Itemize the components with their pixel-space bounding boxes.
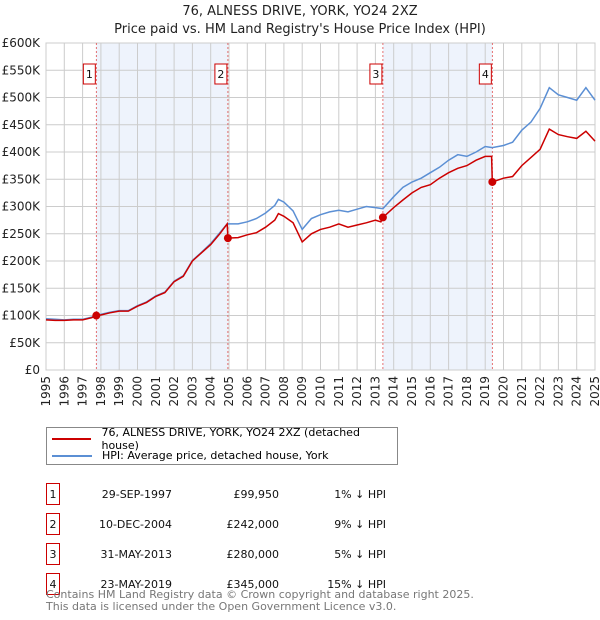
sale-label-box [478,63,492,85]
y-tick-label: £250K [2,227,42,241]
legend-label-hpi: HPI: Average price, detached house, York [102,449,329,462]
plot-frame [45,42,596,371]
x-tick-label: 1995 [39,376,53,407]
sale-label-number: 1 [86,68,93,81]
sale-label-number: 2 [217,68,224,81]
legend-label-property: 76, ALNESS DRIVE, YORK, YO24 2XZ (detach… [101,425,360,452]
x-tick-label: 2021 [515,376,529,407]
transaction-price: £345,000 [226,577,280,591]
sale-label-box [214,63,228,85]
footer-licence: This data is licensed under the Open Gov… [46,600,397,613]
transaction-price: £280,000 [226,547,280,561]
footer: Contains HM Land Registry data © Crown c… [46,589,474,613]
y-tick-label: £550K [2,63,42,77]
transaction-price: £99,950 [233,487,280,501]
footer-copyright: Contains HM Land Registry data © Crown c… [46,588,474,601]
x-tick-label: 2010 [314,376,328,407]
legend-swatch-hpi [52,454,92,457]
y-tick-label: £600K [2,36,42,50]
x-tick-label: 2018 [460,376,474,407]
x-tick-label: 2011 [332,376,346,407]
x-tick-label: 1999 [112,376,126,407]
x-tick-label: 2022 [533,376,547,407]
x-tick-label: 2009 [295,376,309,407]
transaction-hpi-diff: 15% ↓ HPI [327,577,386,591]
transaction-number: 4 [46,573,60,595]
x-tick-label: 1996 [57,376,71,407]
sale-label-number: 4 [482,68,489,81]
sale-point [92,311,101,320]
y-tick-label: £500K [2,91,42,105]
sale-point [378,213,387,222]
x-tick-label: 2007 [259,376,273,407]
x-tick-label: 1997 [76,376,90,407]
sale-label-box [369,63,383,85]
y-tick-label: £150K [2,281,42,295]
x-tick-label: 2013 [368,376,382,407]
x-tick-label: 2003 [185,376,199,407]
y-tick-label: £50K [9,336,41,350]
price-chart: 1995 1996 1997 1998 1999 2000 2001 2002 2003 2004… [2,36,600,407]
sale-label-box [82,63,96,85]
transaction-hpi-diff: 9% ↓ HPI [334,517,386,531]
x-tick-label: 2000 [131,376,145,407]
x-tick-label: 2005 [222,376,236,407]
transaction-row: 1 29-SEP-1997 £99,950 1% ↓ HPI [46,483,386,505]
transaction-row: 3 31-MAY-2013 £280,000 5% ↓ HPI [46,543,386,565]
transaction-number: 2 [46,513,60,535]
sale-label-number: 3 [372,68,379,81]
x-tick-label: 2025 [588,376,600,407]
x-tick-label: 2004 [204,376,218,407]
transaction-row: 2 10-DEC-2004 £242,000 9% ↓ HPI [46,513,386,535]
x-tick-label: 2017 [442,376,456,407]
sale-point [223,234,232,243]
transaction-date: 29-SEP-1997 [101,487,172,501]
transaction-date: 31-MAY-2013 [100,547,172,561]
x-tick-label: 2002 [167,376,181,407]
x-tick-label: 2001 [149,376,163,407]
x-tick-label: 2016 [423,376,437,407]
x-tick-label: 2020 [497,376,511,407]
transaction-hpi-diff: 5% ↓ HPI [334,547,386,561]
transaction-number: 3 [46,543,60,565]
y-tick-label: £400K [2,145,42,159]
legend-item-property: 76, ALNESS DRIVE, YORK, YO24 2XZ (detach… [47,426,397,452]
x-tick-label: 2023 [551,376,565,407]
x-tick-label: 2019 [478,376,492,407]
transaction-number: 1 [46,483,60,505]
chart-subtitle: Price paid vs. HM Land Registry's House … [114,22,486,37]
legend-item-hpi: HPI: Average price, detached house, York [47,447,397,464]
legend-swatch-property [52,437,92,440]
transaction-price: £242,000 [226,517,280,531]
y-tick-label: £200K [2,254,42,268]
x-tick-label: 2024 [570,376,584,407]
x-tick-label: 2015 [405,376,419,407]
x-tick-label: 1998 [94,376,108,407]
x-tick-label: 2012 [350,376,364,407]
transaction-row: 4 23-MAY-2019 £345,000 15% ↓ HPI [46,573,386,595]
x-tick-label: 2014 [387,376,401,407]
x-tick-label: 2008 [277,376,291,407]
transaction-hpi-diff: 1% ↓ HPI [334,487,386,501]
chart-title: 76, ALNESS DRIVE, YORK, YO24 2XZ [182,4,418,19]
x-tick-label: 2006 [240,376,254,407]
y-tick-label: £450K [2,118,42,132]
y-tick-label: £0 [25,363,40,377]
legend: 76, ALNESS DRIVE, YORK, YO24 2XZ (detach… [46,426,398,465]
y-tick-label: £300K [2,200,42,214]
sale-point [488,177,497,186]
y-tick-label: £100K [2,309,42,323]
transaction-date: 10-DEC-2004 [98,517,172,531]
y-tick-label: £350K [2,172,42,186]
transaction-date: 23-MAY-2019 [100,577,172,591]
